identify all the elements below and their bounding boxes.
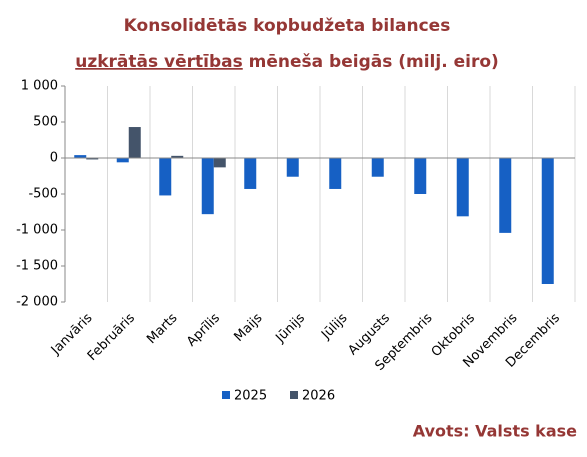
bar: [456, 158, 469, 217]
bar: [329, 158, 342, 189]
x-tick-label: Jūnijs: [272, 311, 308, 347]
x-tick-label: Aprīlis: [184, 311, 223, 350]
y-tick-label: 500: [33, 115, 58, 130]
legend-label: 2025: [234, 389, 267, 404]
bar: [286, 158, 299, 177]
bar: [201, 158, 214, 215]
chart-title: uzkrātās vērtības mēneša beigās (milj. e…: [75, 52, 499, 72]
y-tick-label: -1 500: [16, 259, 58, 274]
bar: [541, 158, 554, 284]
legend-label: 2026: [302, 389, 335, 404]
legend-swatch: [290, 391, 298, 399]
chart-title-underlined: uzkrātās vērtības: [75, 52, 243, 72]
legend-swatch: [222, 391, 230, 399]
bar: [159, 158, 172, 196]
y-tick-label: 0: [50, 151, 58, 166]
y-tick-label: -1 000: [16, 223, 58, 238]
chart-title: Konsolidētās kopbudžeta bilances: [124, 16, 451, 36]
source: Avots: Valsts kase: [413, 422, 577, 441]
bar: [244, 158, 257, 189]
bar: [499, 158, 512, 233]
y-tick-label: 1 000: [21, 79, 58, 94]
bar: [414, 158, 427, 194]
x-tick-label: Februāris: [85, 311, 138, 364]
y-tick-label: -500: [28, 187, 58, 202]
bar: [371, 158, 384, 177]
x-tick-label: Jūlijs: [318, 311, 350, 343]
y-tick-label: -2 000: [16, 295, 58, 310]
bar: [116, 158, 129, 163]
x-tick-label: Maijs: [231, 311, 265, 345]
bar: [74, 155, 87, 158]
bar: [128, 127, 141, 158]
x-tick-label: Marts: [144, 311, 181, 348]
bar: [213, 158, 226, 168]
bar: [171, 155, 184, 158]
chart-title-rest: mēneša beigās (milj. eiro): [249, 52, 499, 72]
bar: [86, 158, 99, 160]
